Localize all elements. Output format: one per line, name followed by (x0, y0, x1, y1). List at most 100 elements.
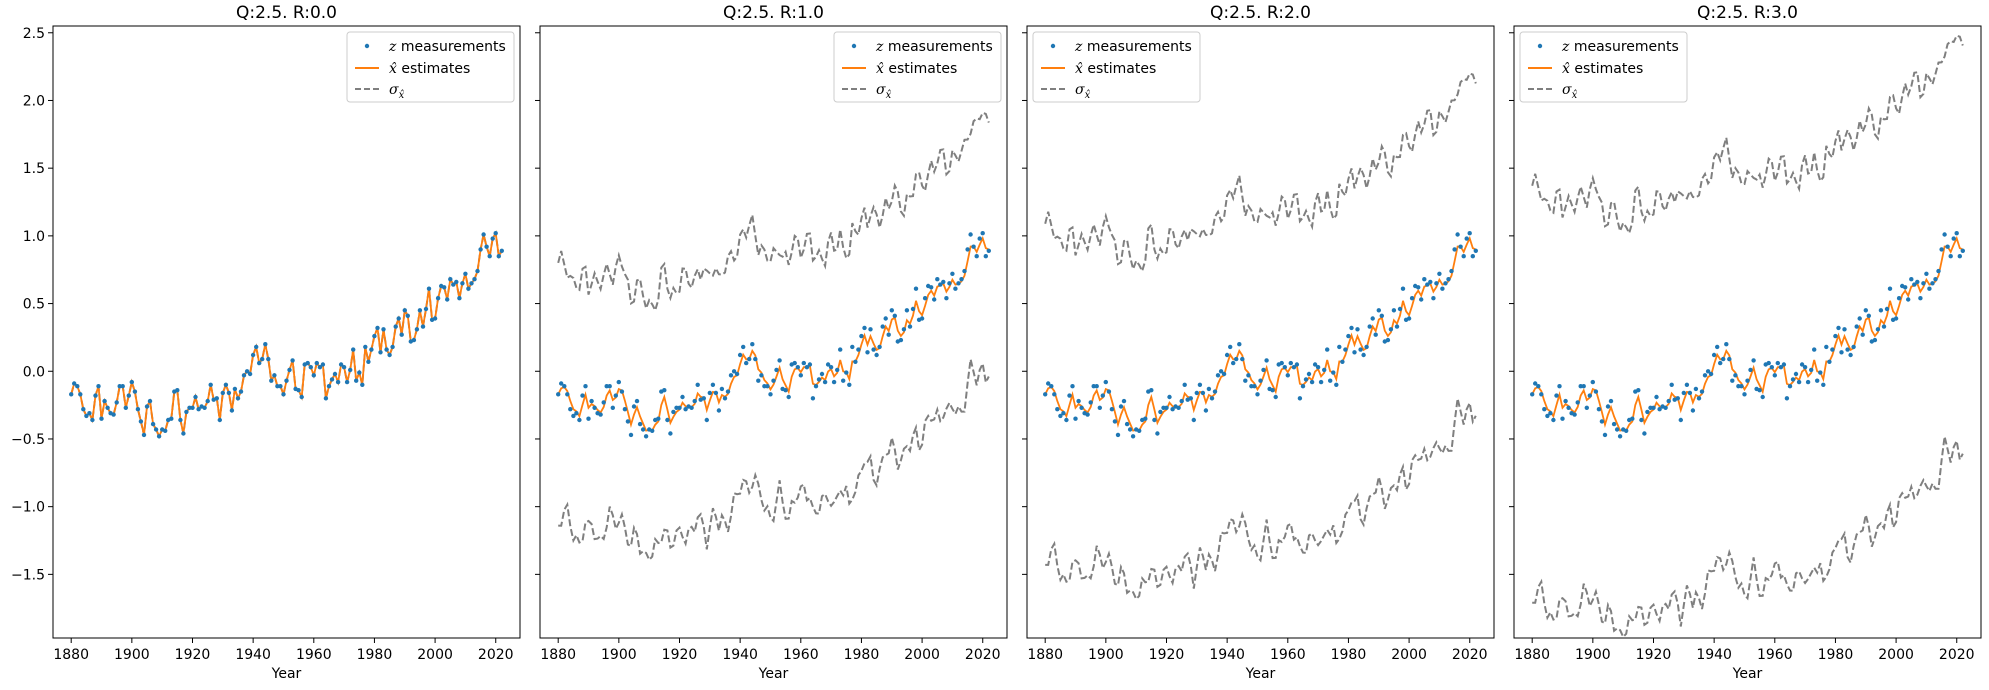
y-tick-label: 2.5 (23, 26, 45, 42)
measurement-point (1948, 254, 1953, 259)
measurement-point (229, 408, 235, 413)
measurement-point (1273, 394, 1278, 400)
measurement-point (880, 324, 885, 329)
measurement-point (1152, 417, 1157, 423)
x-tick-label: 1920 (662, 647, 698, 663)
measurement-point (607, 384, 612, 389)
measurement-point (81, 407, 86, 412)
measurement-point (1303, 377, 1309, 382)
measurement-point (1727, 356, 1732, 362)
y-tick-label: 0.5 (23, 297, 45, 313)
measurement-point (1575, 400, 1580, 405)
measurement-point (1425, 282, 1430, 287)
measurement-point (889, 308, 894, 313)
measurement-point (677, 405, 682, 410)
measurement-point (583, 384, 588, 389)
measurement-point (795, 365, 800, 370)
measurement-point (1696, 396, 1702, 401)
measurement-point (1833, 333, 1838, 339)
measurement-point (448, 277, 453, 282)
measurement-point (1464, 236, 1469, 241)
measurement-point (859, 333, 864, 339)
measurement-point (84, 413, 89, 419)
measurement-point (874, 352, 879, 358)
measurement-point (1294, 362, 1300, 367)
x-tick-label: 1920 (175, 647, 211, 663)
panel-title: Q:2.5. R:3.0 (1697, 3, 1798, 23)
measurement-point (1400, 286, 1406, 291)
measurement-point (838, 347, 843, 352)
measurement-point (335, 379, 341, 385)
measurement-point (1397, 306, 1403, 312)
measurement-point (722, 396, 728, 401)
measurement-point (1957, 254, 1963, 259)
measurement-point (1197, 382, 1203, 387)
measurement-point (290, 358, 295, 363)
x-axis-label: Year (1732, 666, 1763, 682)
measurement-point (1790, 377, 1796, 382)
measurement-point (759, 373, 764, 378)
measurement-point (1137, 428, 1142, 433)
measurement-point (1887, 286, 1893, 291)
measurement-point (701, 396, 706, 401)
measurement-point (1343, 347, 1348, 352)
measurement-point (1049, 384, 1054, 389)
measurement-point (1730, 378, 1735, 383)
measurement-point (728, 373, 734, 378)
measurement-point (680, 394, 685, 400)
axes-frame (539, 25, 1008, 639)
measurement-point (744, 360, 749, 366)
measurement-point (102, 398, 107, 404)
measurement-point (238, 389, 244, 394)
measurement-point (1355, 327, 1360, 332)
measurement-point (1602, 432, 1608, 438)
measurement-point (1927, 286, 1932, 291)
measurement-point (354, 378, 359, 383)
measurement-point (363, 344, 368, 350)
panel-title: Q:2.5. R:2.0 (1210, 3, 1311, 23)
legend: z measurements x̂ estimates σx̂ (346, 31, 515, 103)
measurement-point (1376, 308, 1382, 313)
measurement-point (442, 285, 447, 290)
measurement-point (1893, 316, 1899, 321)
sigma-line-upper (1531, 34, 1964, 236)
measurement-point (1103, 379, 1109, 385)
measurement-point (78, 392, 83, 397)
y-tick-label: 0.0 (23, 364, 45, 380)
measurement-point (1300, 384, 1306, 389)
measurement-point (1930, 281, 1935, 286)
measurement-point (668, 431, 673, 436)
measurement-point (565, 392, 570, 397)
measurement-point (944, 296, 949, 301)
x-tick-label: 1940 (235, 647, 271, 663)
measurement-point (260, 356, 265, 362)
measurement-point (1419, 297, 1424, 302)
measurement-point (1599, 419, 1605, 424)
measurement-point (841, 378, 846, 383)
measurement-point (962, 268, 967, 274)
measurement-point (420, 324, 426, 329)
measurement-point (1766, 360, 1771, 366)
measurement-point (1581, 384, 1586, 389)
measurement-point (965, 247, 970, 252)
measurement-point (193, 394, 198, 400)
measurement-point (850, 344, 855, 350)
measurement-point (1784, 396, 1790, 401)
measurement-point (1821, 382, 1826, 387)
x-tick-label: 2020 (478, 647, 514, 663)
measurement-point (223, 382, 229, 387)
y-tick-label: −1.5 (11, 567, 45, 583)
measurement-point (968, 232, 973, 237)
measurement-point (1315, 365, 1321, 370)
measurement-point (1246, 373, 1251, 378)
measurement-point (983, 254, 988, 259)
measurement-point (93, 393, 98, 398)
measurement-point (695, 382, 700, 387)
measurement-point (913, 286, 919, 291)
measurement-point (457, 296, 462, 301)
sigma-line-lower (558, 359, 990, 562)
measurement-point (813, 384, 819, 389)
measurement-point (1434, 281, 1439, 286)
measurement-point (613, 393, 618, 398)
chart-panel-3: Q:2.5. R:2.0 1880 1900 1920 1940 1960 1980 2000… (1022, 3, 1495, 682)
